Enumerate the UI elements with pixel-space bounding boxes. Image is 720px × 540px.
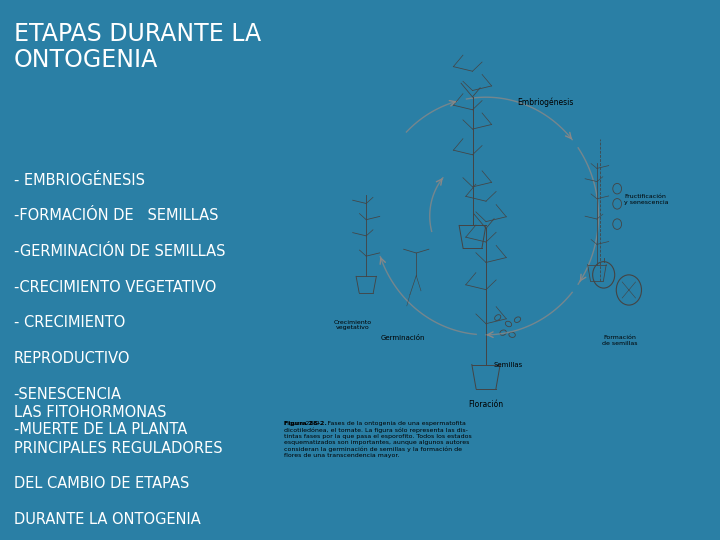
Text: - EMBRIOGÉNESIS: - EMBRIOGÉNESIS: [14, 173, 145, 188]
Text: ETAPAS DURANTE LA
ONTOGENIA: ETAPAS DURANTE LA ONTOGENIA: [14, 22, 261, 72]
Text: -CRECIMIENTO VEGETATIVO: -CRECIMIENTO VEGETATIVO: [14, 280, 216, 295]
Text: PRINCIPALES REGULADORES: PRINCIPALES REGULADORES: [14, 441, 222, 456]
Text: Embriogénesis: Embriogénesis: [518, 98, 574, 107]
Text: -MUERTE DE LA PLANTA: -MUERTE DE LA PLANTA: [14, 422, 186, 437]
Text: Semillas: Semillas: [494, 362, 523, 368]
Text: - CRECIMIENTO: - CRECIMIENTO: [14, 315, 125, 330]
Text: -GERMINACIÓN DE SEMILLAS: -GERMINACIÓN DE SEMILLAS: [14, 244, 225, 259]
Text: Figura 28-2.   Fases de la ontogenia de una espermatofita
dicotiledónea, el toma: Figura 28-2. Fases de la ontogenia de un…: [284, 421, 472, 458]
Text: REPRODUCTIVO: REPRODUCTIVO: [14, 351, 130, 366]
Text: DEL CAMBIO DE ETAPAS: DEL CAMBIO DE ETAPAS: [14, 476, 189, 491]
Text: Fructificación
y senescencia: Fructificación y senescencia: [624, 194, 668, 205]
Text: -FORMACIÓN DE   SEMILLAS: -FORMACIÓN DE SEMILLAS: [14, 208, 218, 224]
Text: Figura 28-2.: Figura 28-2.: [284, 421, 326, 426]
Text: -SENESCENCIA: -SENESCENCIA: [14, 387, 122, 402]
Text: Crecimiento
vegetativo: Crecimiento vegetativo: [333, 320, 372, 330]
Text: DURANTE LA ONTOGENIA: DURANTE LA ONTOGENIA: [14, 512, 200, 527]
Text: Formación
de semillas: Formación de semillas: [602, 335, 637, 346]
Text: Floración: Floración: [469, 400, 503, 409]
Text: Germinación: Germinación: [380, 335, 425, 341]
Text: LAS FITOHORMONAS: LAS FITOHORMONAS: [14, 405, 166, 420]
